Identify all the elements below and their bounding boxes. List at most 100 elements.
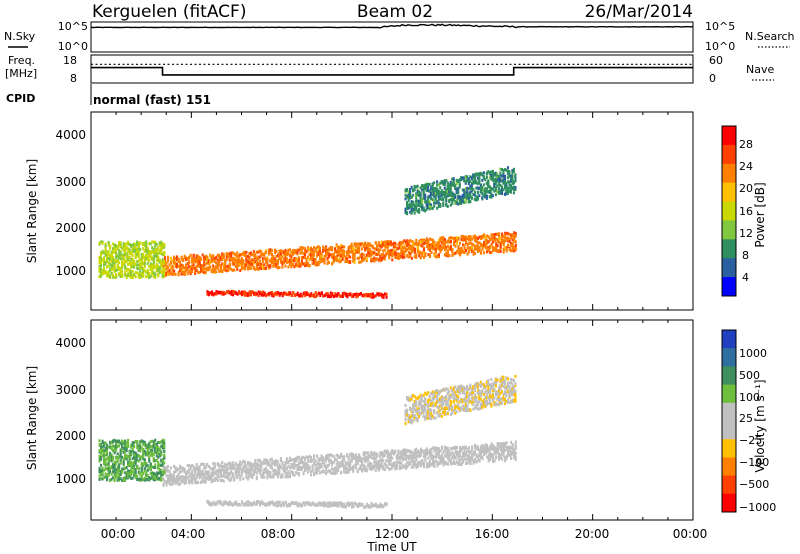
heatmap-cell	[127, 273, 130, 277]
heatmap-cell	[427, 247, 430, 251]
heatmap-cell	[194, 272, 197, 275]
heatmap-cell	[121, 275, 124, 278]
heatmap-cell	[355, 462, 358, 466]
heatmap-cell	[163, 270, 166, 274]
heatmap-cell	[344, 471, 347, 474]
heatmap-cell	[460, 198, 463, 201]
heatmap-cell	[335, 453, 338, 457]
heatmap-cell	[294, 257, 297, 261]
heatmap-cell	[152, 254, 155, 258]
heatmap-cell	[341, 459, 344, 463]
freq-left-tick-high: 18	[63, 54, 77, 67]
heatmap-cell	[109, 269, 112, 273]
heatmap-cell	[148, 276, 151, 280]
heatmap-cell	[419, 447, 422, 451]
heatmap-cell	[356, 458, 359, 462]
heatmap-cell	[261, 461, 264, 465]
heatmap-cell	[186, 257, 189, 261]
heatmap-cell	[460, 234, 463, 238]
heatmap-cell	[257, 257, 260, 261]
heatmap-cell	[260, 262, 263, 266]
heatmap-cell	[212, 479, 215, 483]
heatmap-cell	[394, 253, 397, 257]
heatmap-cell	[419, 256, 422, 260]
freq-label: Freq.	[8, 54, 35, 67]
heatmap-cell	[437, 189, 440, 193]
heatmap-cell	[109, 253, 112, 257]
heatmap-cell	[427, 200, 430, 204]
heatmap-cell	[368, 254, 371, 258]
heatmap-cell	[392, 245, 395, 249]
heatmap-cell	[122, 243, 125, 247]
heatmap-cell	[395, 456, 398, 460]
heatmap-cell	[198, 474, 201, 478]
heatmap-cell	[237, 471, 240, 475]
heatmap-cell	[471, 452, 474, 456]
heatmap-cell	[322, 245, 325, 249]
heatmap-cell	[104, 260, 107, 264]
heatmap-cell	[338, 246, 341, 249]
heatmap-cell	[430, 193, 433, 197]
heatmap-cell	[484, 235, 487, 239]
heatmap-cell	[222, 502, 225, 506]
heatmap-cell	[171, 474, 174, 478]
heatmap-cell	[358, 256, 361, 260]
heatmap-cell	[448, 254, 451, 258]
heatmap-cell	[248, 467, 251, 471]
heatmap-cell	[325, 247, 328, 250]
heatmap-cell	[165, 468, 168, 472]
heatmap-cell	[451, 461, 454, 465]
heatmap-cell	[493, 172, 496, 176]
heatmap-cell	[216, 473, 219, 477]
heatmap-cell	[113, 264, 116, 268]
heatmap-cell	[400, 254, 403, 258]
heatmap-cell	[310, 456, 313, 459]
heatmap-cell	[367, 254, 370, 258]
heatmap-cell	[98, 258, 101, 262]
heatmap-cell	[222, 500, 225, 504]
heatmap-cell	[499, 453, 502, 457]
heatmap-cell	[136, 260, 139, 264]
heatmap-cell	[511, 246, 514, 249]
heatmap-cell	[442, 182, 445, 186]
heatmap-cell	[493, 449, 496, 453]
heatmap-cell	[104, 244, 107, 248]
heatmap-cell	[409, 202, 412, 206]
heatmap-cell	[416, 243, 419, 247]
heatmap-cell	[385, 245, 388, 249]
heatmap-cell	[433, 254, 436, 258]
heatmap-cell	[511, 450, 514, 454]
heatmap-cell	[341, 462, 344, 465]
heatmap-cell	[152, 240, 155, 244]
heatmap-cell	[347, 457, 350, 461]
heatmap-cell	[274, 503, 277, 507]
heatmap-cell	[213, 292, 216, 296]
heatmap-cell	[204, 476, 207, 480]
heatmap-cell	[219, 267, 222, 271]
heatmap-cell	[287, 291, 290, 295]
heatmap-cell	[335, 254, 338, 258]
heatmap-cell	[361, 247, 364, 251]
heatmap-cell	[508, 183, 511, 187]
heatmap-cell	[311, 258, 314, 262]
heatmap-cell	[308, 252, 311, 256]
heatmap-cell	[332, 460, 335, 464]
heatmap-cell	[412, 459, 415, 463]
heatmap-cell	[128, 270, 131, 274]
heatmap-cell	[137, 244, 140, 248]
heatmap-cell	[307, 459, 310, 463]
heatmap-cell	[355, 458, 358, 462]
heatmap-cell	[382, 459, 385, 463]
heatmap-cell	[451, 181, 454, 185]
heatmap-cell	[365, 467, 368, 471]
heatmap-cell	[510, 451, 513, 455]
heatmap-cell	[180, 480, 183, 483]
heatmap-cell	[258, 467, 261, 471]
heatmap-cell	[401, 465, 404, 469]
heatmap-cell	[433, 201, 436, 205]
heatmap-cell	[503, 183, 506, 187]
heatmap-cell	[137, 272, 140, 276]
heatmap-cell	[498, 235, 501, 238]
heatmap-cell	[228, 461, 231, 465]
heatmap-cell	[500, 179, 503, 183]
